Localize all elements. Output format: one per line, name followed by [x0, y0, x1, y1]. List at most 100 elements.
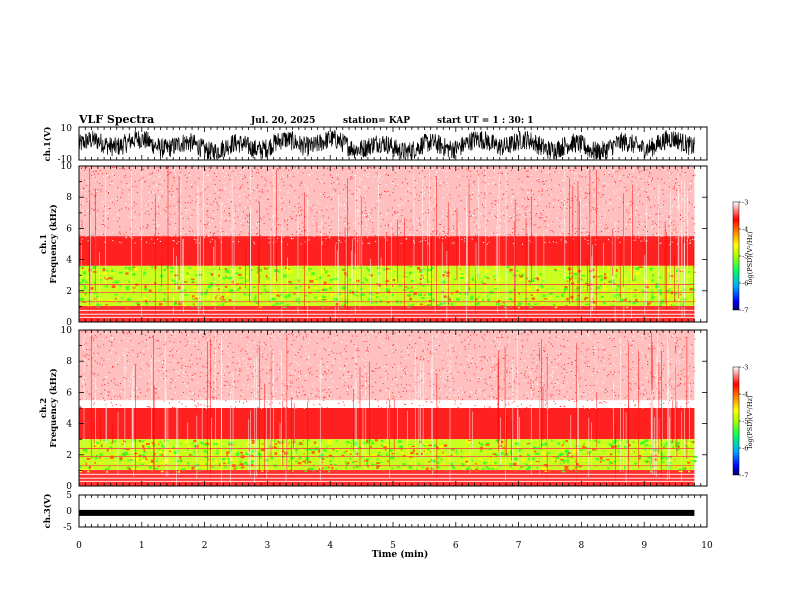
spec-speckle — [395, 170, 397, 172]
spec-speckle — [473, 212, 475, 214]
spec-speckle — [616, 222, 618, 224]
spec-patch — [352, 279, 356, 281]
spec-speckle — [659, 221, 661, 223]
spec-speckle — [645, 240, 647, 242]
spec-speckle — [89, 236, 91, 238]
spec-speckle — [358, 186, 360, 188]
spec-speckle — [434, 173, 436, 175]
spec-speckle — [219, 179, 221, 181]
spec-speckle — [267, 190, 269, 192]
spec-speckle — [640, 178, 642, 180]
spec-speckle — [400, 243, 402, 245]
spec-speckle — [92, 213, 94, 215]
spec-speckle — [432, 228, 434, 230]
spec-speckle — [638, 221, 640, 223]
spec-speckle — [118, 232, 120, 234]
spec-patch — [192, 285, 197, 289]
spec-speckle — [272, 396, 274, 398]
spec-speckle — [609, 365, 611, 367]
spec-speckle — [369, 167, 371, 168]
spec-speckle — [648, 184, 650, 185]
spec-speckle — [469, 396, 471, 398]
spec-speckle — [575, 211, 577, 213]
spec-speckle — [375, 169, 377, 171]
spec-speckle — [635, 239, 637, 241]
spec-speckle — [83, 225, 85, 227]
spec-speckle — [434, 195, 436, 197]
spec-speckle — [366, 216, 368, 218]
spec-patch — [575, 298, 579, 300]
spec-patch — [114, 280, 119, 284]
spec-speckle — [127, 198, 129, 200]
spec-speckle — [435, 184, 437, 186]
spec-speckle — [347, 195, 349, 197]
spec-speckle — [665, 210, 667, 212]
spec-speckle — [372, 219, 374, 221]
spec-speckle — [632, 235, 634, 237]
spec-speckle — [174, 213, 176, 215]
spec-speckle — [407, 347, 408, 349]
spec-speckle — [521, 181, 523, 183]
spec-speckle — [101, 384, 103, 386]
spec-speckle — [97, 345, 99, 347]
spec-speckle — [669, 176, 671, 178]
spec-speckle — [685, 396, 687, 397]
spec-speckle — [593, 354, 595, 356]
spec-speckle — [597, 178, 599, 180]
spec-speckle — [628, 406, 630, 408]
spec-speckle — [199, 194, 201, 196]
spec-speckle — [503, 204, 505, 205]
spec-speckle — [376, 200, 378, 202]
spec-speckle — [542, 209, 544, 211]
spec-speckle — [191, 375, 193, 376]
spec-speckle — [314, 240, 316, 242]
spec-speckle — [515, 363, 517, 365]
spec-speckle — [684, 359, 686, 360]
spec-speckle — [631, 214, 633, 216]
spec-speckle — [199, 331, 201, 333]
spec-speckle — [152, 202, 154, 204]
spec-patch — [667, 269, 671, 272]
spec-speckle — [253, 341, 255, 343]
spec-patch — [127, 298, 131, 301]
spec-speckle — [644, 226, 646, 228]
spec-speckle — [241, 213, 243, 215]
spec-speckle — [137, 192, 138, 193]
spec-patch — [416, 267, 421, 270]
spec-speckle — [244, 167, 246, 169]
spec-speckle — [631, 367, 633, 369]
spec-speckle — [552, 202, 554, 204]
spec-speckle — [480, 214, 481, 215]
spec-speckle — [133, 354, 135, 356]
spec-speckle — [448, 189, 450, 191]
spec-speckle — [310, 333, 312, 335]
spec-speckle — [292, 375, 294, 377]
spec-speckle — [345, 358, 347, 360]
spec-speckle — [483, 242, 484, 243]
spec-speckle — [633, 340, 635, 342]
spec-patch — [468, 284, 471, 287]
spec-speckle — [343, 353, 345, 355]
spec-patch — [657, 289, 662, 292]
spec-speckle — [486, 243, 488, 245]
spec-speckle — [446, 371, 448, 373]
spec-speckle — [595, 219, 596, 221]
spec-speckle — [667, 169, 669, 171]
spec-patch — [197, 267, 202, 270]
spec-speckle — [592, 225, 593, 227]
spec-speckle — [208, 230, 210, 232]
spec-speckle — [211, 220, 213, 222]
spec-speckle — [117, 377, 119, 379]
spec-patch — [352, 266, 356, 270]
spec-speckle — [436, 230, 438, 232]
spec-speckle — [146, 339, 147, 341]
spec-speckle — [514, 398, 516, 400]
spec-patch — [407, 295, 411, 297]
spec-speckle — [149, 402, 151, 404]
spec-speckle — [428, 199, 430, 201]
spec-speckle — [206, 202, 208, 204]
spec-patch — [327, 275, 330, 277]
spec-speckle — [361, 214, 363, 216]
spec-speckle — [499, 223, 501, 225]
